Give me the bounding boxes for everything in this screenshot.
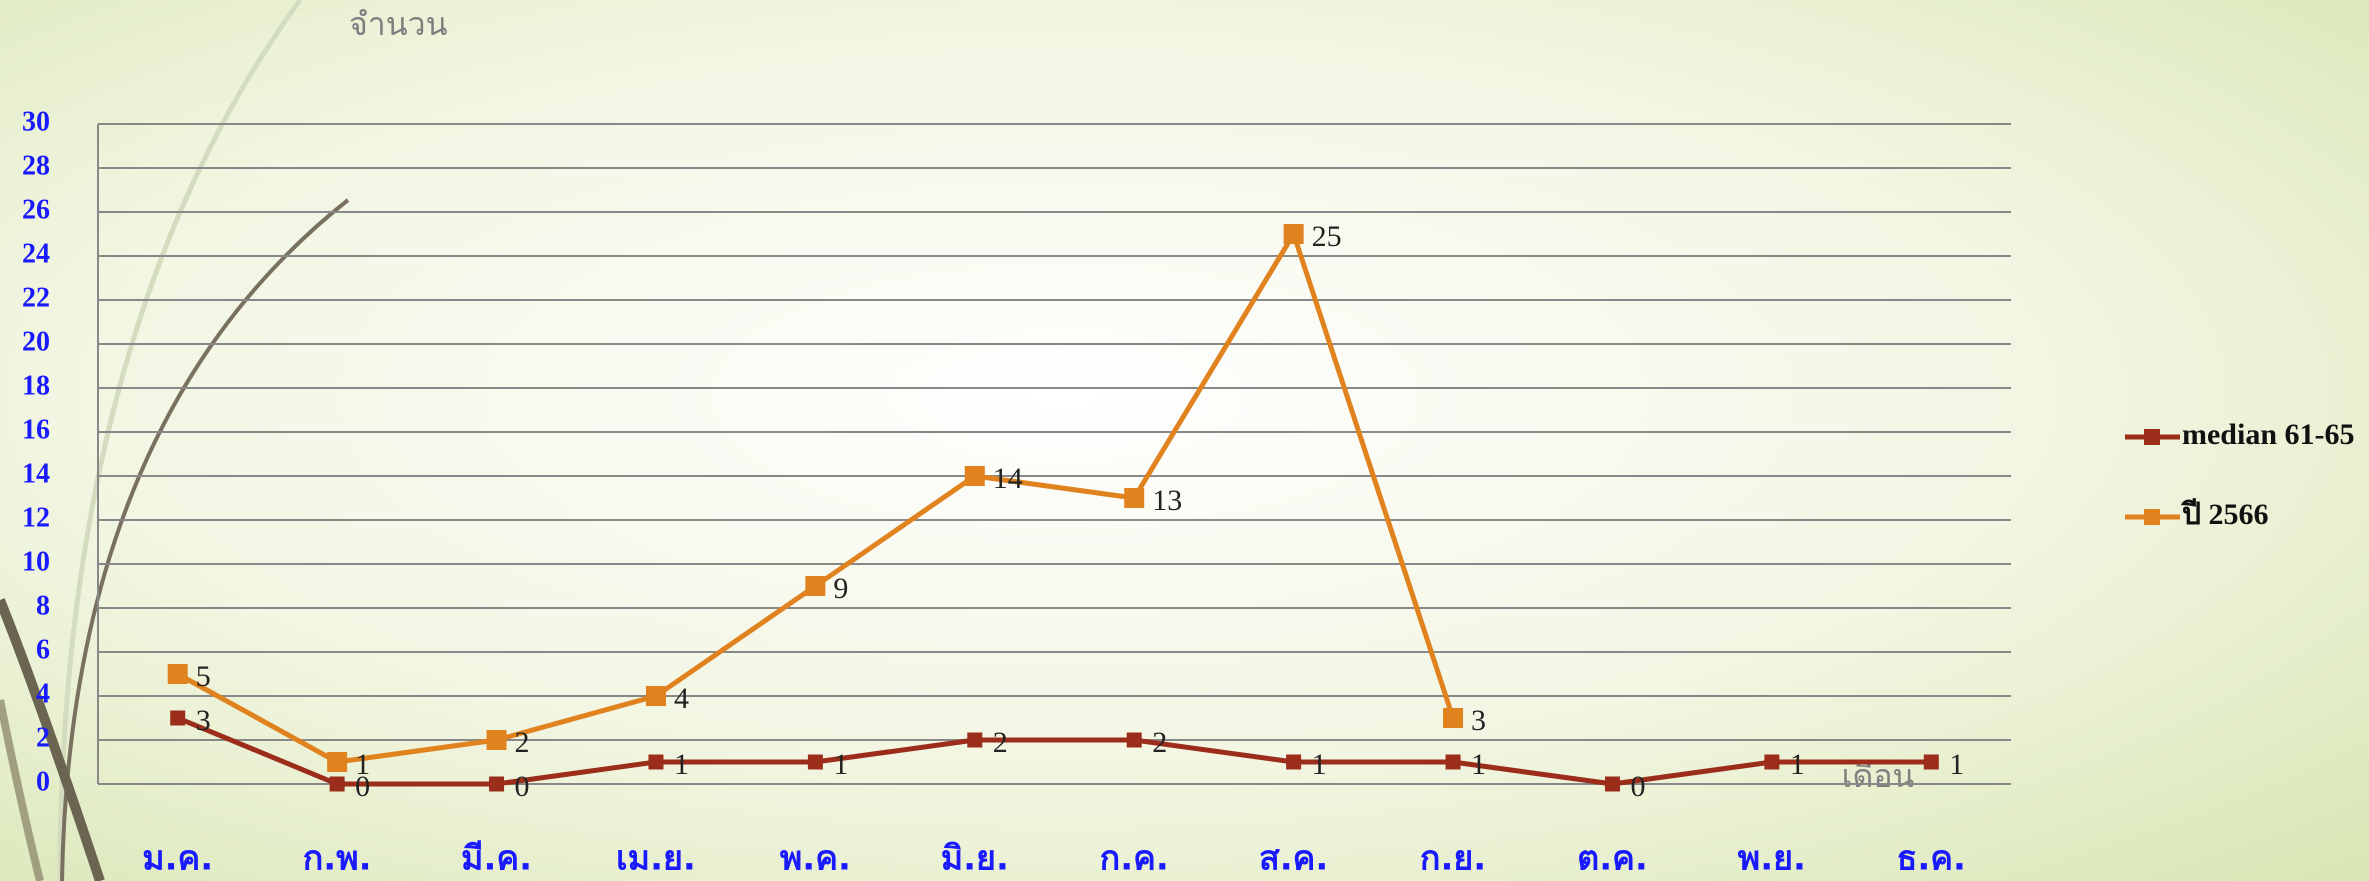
data-label: 1 [355, 748, 370, 781]
point-marker [964, 466, 985, 486]
y-tick-label: 20 [22, 326, 50, 357]
point-marker [1604, 776, 1620, 792]
point-marker [1443, 708, 1464, 728]
x-tick-label: เม.ย. [616, 839, 696, 879]
data-label: 4 [674, 682, 689, 715]
data-label: 1 [1471, 748, 1486, 781]
decor-curve [0, 598, 105, 881]
data-label: 9 [833, 572, 848, 605]
data-label: 0 [1630, 770, 1645, 803]
point-marker [967, 732, 983, 748]
y-axis-label: จำนวน [349, 5, 448, 43]
y-tick-label: 24 [22, 238, 50, 269]
y-tick-label: 6 [36, 634, 50, 665]
point-marker [1283, 224, 1304, 244]
y-tick-label: 18 [22, 370, 50, 401]
x-tick-label: ส.ค. [1259, 839, 1328, 879]
point-marker [1445, 754, 1461, 770]
point-marker [1124, 488, 1145, 508]
point-marker [1126, 732, 1142, 748]
point-marker [1923, 754, 1939, 770]
point-marker [645, 686, 666, 706]
x-tick-label: ก.ค. [1100, 839, 1169, 879]
point-marker [327, 752, 348, 772]
point-marker [167, 664, 188, 684]
x-tick-label: ธ.ค. [1897, 839, 1966, 879]
point-marker [1286, 754, 1302, 770]
point-marker [329, 776, 345, 792]
y-tick-label: 8 [36, 590, 50, 621]
decor-curve [60, 198, 350, 881]
data-label: 14 [993, 462, 1023, 495]
point-marker [1764, 754, 1780, 770]
point-marker [170, 710, 186, 726]
data-label: 1 [833, 748, 848, 781]
x-tick-label: ก.ย. [1420, 839, 1486, 879]
data-label: 3 [1471, 704, 1486, 737]
y-tick-label: 10 [22, 546, 50, 577]
data-label: 0 [515, 770, 530, 803]
point-marker [489, 776, 505, 792]
y-tick-label: 28 [22, 150, 50, 181]
y-tick-label: 22 [22, 282, 50, 313]
data-label: 1 [1790, 748, 1805, 781]
x-tick-label: พ.ค. [780, 839, 851, 879]
data-label: 2 [515, 726, 530, 759]
point-marker [805, 576, 826, 596]
data-label: 25 [1312, 220, 1342, 253]
point-marker [648, 754, 664, 770]
data-label: 1 [1312, 748, 1327, 781]
y-tick-label: 30 [22, 106, 50, 137]
data-label: 5 [196, 660, 211, 693]
legend-marker [2144, 429, 2160, 445]
decor-curve [57, 0, 303, 881]
y-tick-label: 2 [36, 722, 50, 753]
data-label: 1 [674, 748, 689, 781]
decor-curve [0, 699, 44, 881]
y-tick-label: 4 [36, 678, 50, 709]
data-label: 2 [1152, 726, 1167, 759]
data-label: 13 [1152, 484, 1182, 517]
x-tick-label: มิ.ย. [941, 839, 1009, 879]
legend-label: ปี 2566 [2180, 498, 2268, 531]
legend-label: median 61-65 [2182, 418, 2355, 451]
y-tick-label: 0 [36, 766, 50, 797]
point-marker [807, 754, 823, 770]
y-tick-label: 12 [22, 502, 50, 533]
series-line [176, 715, 1932, 787]
y-tick-label: 16 [22, 414, 50, 445]
data-label: 2 [993, 726, 1008, 759]
y-tick-label: 14 [22, 458, 50, 489]
point-marker [486, 730, 507, 750]
x-tick-label: ต.ค. [1577, 839, 1648, 879]
x-tick-label: ก.พ. [303, 839, 372, 879]
x-tick-label: มี.ค. [461, 839, 532, 879]
data-label: 1 [1949, 748, 1964, 781]
data-label: 0 [355, 770, 370, 803]
legend-marker [2144, 509, 2160, 525]
x-tick-label: ม.ค. [142, 839, 213, 879]
y-tick-label: 26 [22, 194, 50, 225]
x-tick-label: พ.ย. [1738, 839, 1806, 879]
data-label: 3 [196, 704, 211, 737]
